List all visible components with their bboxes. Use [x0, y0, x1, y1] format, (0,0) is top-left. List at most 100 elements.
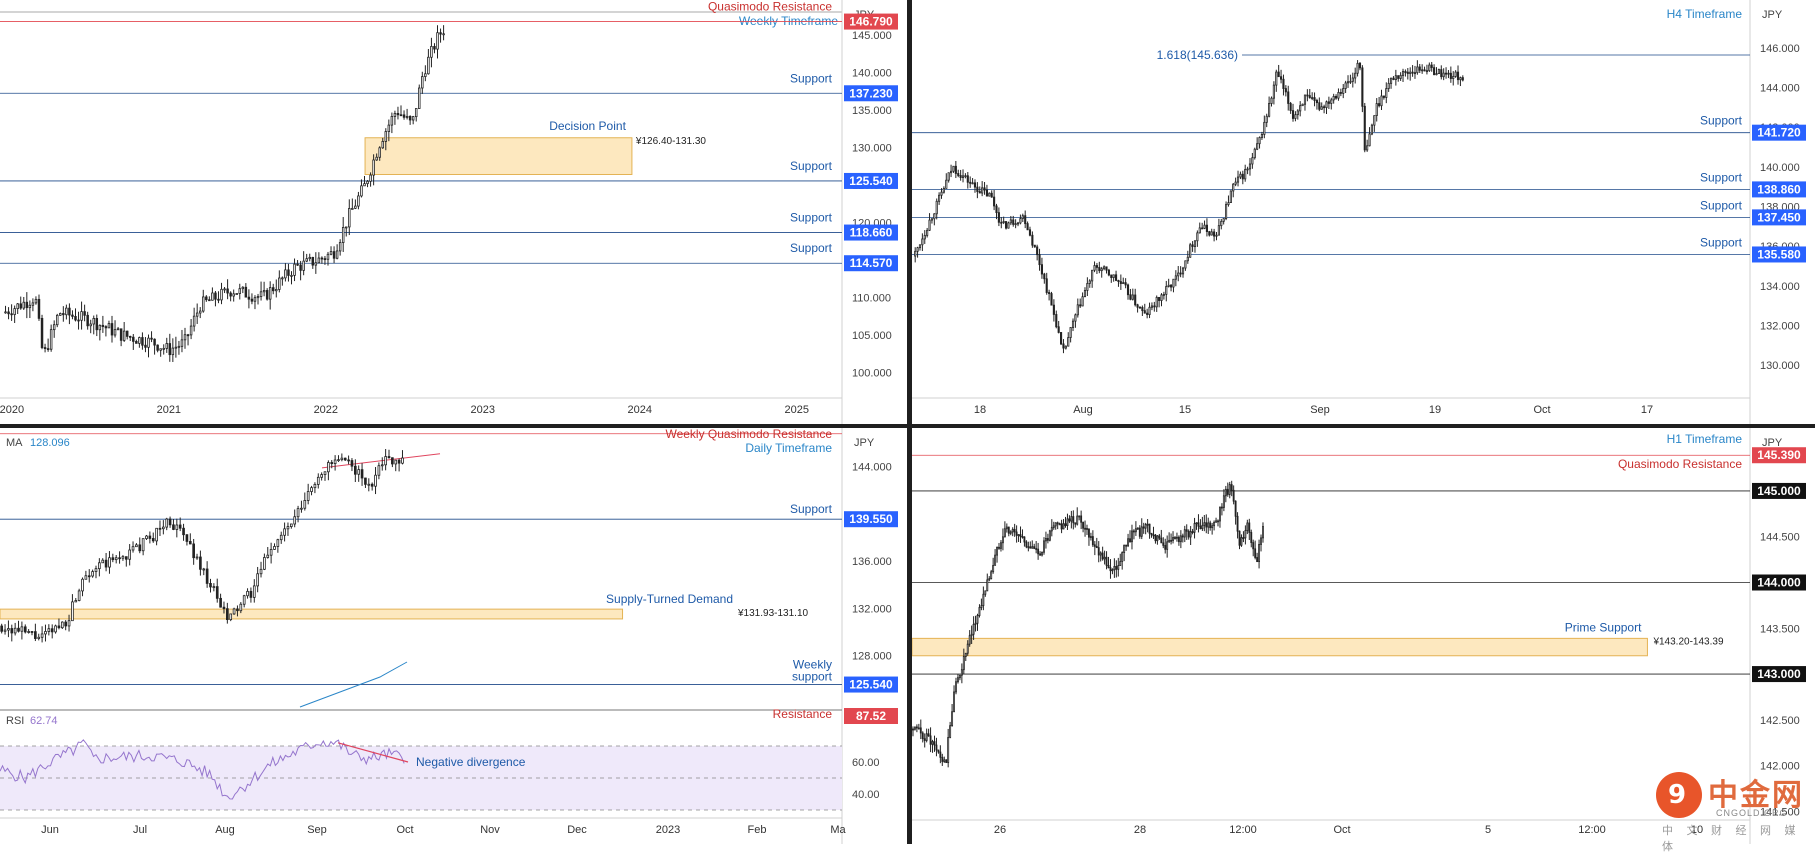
h4-candle-body [1105, 266, 1108, 271]
daily-candle-body [40, 633, 44, 638]
h4-candle-body [1248, 163, 1252, 170]
level-label: Support [790, 159, 833, 173]
daily-candle-body [151, 538, 155, 542]
y-tick-label: 130.000 [1760, 360, 1800, 372]
daily-candle-body [347, 459, 350, 462]
price-tag: 145.000 [1757, 484, 1801, 498]
h4-candle-body [1375, 103, 1378, 117]
h4-candle-body [1236, 176, 1240, 183]
h1-candle-body [1070, 516, 1073, 522]
h4-candle-body [1256, 143, 1259, 150]
h4-candle-body [1093, 265, 1096, 271]
y-tick-label: 140.000 [1760, 162, 1800, 174]
daily-candle-body [391, 457, 394, 465]
h4-candle-body [1342, 88, 1345, 94]
h4-candle-body [990, 192, 993, 198]
weekly-candle-body [396, 113, 400, 116]
weekly-candle-body [402, 114, 406, 118]
x-tick-label: 2022 [314, 404, 338, 416]
h4-candle-body [1268, 103, 1271, 117]
h1-candle-body [1185, 529, 1188, 532]
h1-candle-body [1097, 547, 1100, 556]
weekly-candle-body [265, 290, 269, 300]
weekly-candle-body [436, 32, 439, 50]
h4-candle-body [1028, 229, 1032, 236]
h4-candle-body [1160, 294, 1163, 301]
timeframe-label: Daily Timeframe [745, 441, 832, 455]
price-tag: 114.570 [850, 256, 893, 270]
h4-candle-body [1454, 71, 1457, 77]
y-tick-label: 100.000 [852, 368, 892, 380]
h1-candle-body [1131, 530, 1133, 543]
h4-candle-body [1062, 343, 1065, 349]
daily-candle-body [340, 457, 344, 461]
weekly-candle-body [311, 256, 315, 266]
daily-chart-panel[interactable]: JPY MA 128.096 144.000 136.000 132.000 128.000… [0, 428, 907, 844]
h1-candle-body [951, 711, 954, 727]
h4-candle-body [1428, 64, 1431, 72]
h4-candle-body [1009, 219, 1012, 224]
weekly-candle-body [323, 258, 327, 261]
h4-candle-body [995, 205, 998, 214]
h1-chart-panel[interactable]: JPY H1 Timeframe 144.500 143.500 142.500 142.… [912, 428, 1815, 844]
h4-candle-body [1052, 304, 1055, 315]
h4-candle-body [1430, 64, 1433, 69]
weekly-candle-body [287, 269, 290, 276]
h4-candle-body [1081, 296, 1084, 307]
h1-candle-body [1048, 530, 1051, 541]
divergence-annotation: Negative divergence [416, 755, 526, 769]
daily-candle-body [10, 628, 14, 634]
weekly-candle-body [202, 296, 205, 312]
weekly-candle-body [348, 208, 351, 228]
level-label: Support [1700, 235, 1743, 249]
h4-candle-body [1244, 169, 1247, 180]
h4-candle-body [1036, 246, 1039, 256]
h1-candle-body [1088, 528, 1090, 538]
h1-candle-body [966, 643, 969, 654]
price-tag-bg [844, 85, 898, 102]
zone-range-text: ¥126.40-131.30 [635, 136, 707, 147]
weekly-candle-body [125, 330, 129, 337]
h4-candle-body [1110, 274, 1113, 279]
h4-candle-body [1301, 103, 1304, 107]
weekly-chart-panel[interactable]: Weekly TimeframeJPY145.000140.000135.000… [0, 0, 907, 424]
h1-candle-body [1041, 551, 1043, 556]
h1-candle-body [1222, 495, 1225, 508]
h4-candle-body [1351, 77, 1354, 82]
h4-candle-body [1397, 75, 1400, 79]
h4-candle-body [1361, 67, 1364, 107]
daily-candle-body [229, 613, 233, 621]
daily-candle-body [3, 629, 7, 632]
h1-candle-body [1191, 531, 1194, 533]
weekly-candle-body [80, 311, 83, 321]
h4-candle-body [1217, 225, 1220, 236]
daily-candle-body [128, 549, 131, 560]
h4-candle-body [1141, 307, 1144, 312]
h1-candle-body [1260, 537, 1262, 545]
h4-candle-body [1222, 218, 1225, 222]
daily-candle-body [384, 456, 387, 466]
weekly-candle-body [296, 263, 299, 266]
h4-candle-body [1346, 81, 1350, 84]
h4-candle-body [1270, 97, 1273, 104]
h1-candle-body [1156, 535, 1159, 542]
h4-candle-body [1282, 78, 1285, 89]
daily-candle-body [205, 568, 209, 584]
h1-candle-body [1240, 537, 1243, 546]
h4-candle-body [1148, 306, 1151, 315]
rsi-y-tick: 40.00 [852, 789, 880, 801]
h4-candle-body [1366, 145, 1369, 151]
daily-candle-body [30, 631, 34, 633]
level-label-line1: Weekly [793, 658, 832, 672]
h4-candle-body [1117, 280, 1120, 282]
weekly-candle-body [132, 336, 135, 342]
h1-candle-body [931, 741, 934, 745]
price-tag-bg [844, 511, 898, 528]
h4-candle-body [950, 170, 953, 174]
weekly-candle-body [52, 324, 56, 331]
h4-candle-body [1184, 260, 1187, 269]
h4-candle-body [1126, 284, 1130, 296]
h1-candle-body [1172, 537, 1174, 541]
weekly-candle-body [268, 287, 272, 300]
